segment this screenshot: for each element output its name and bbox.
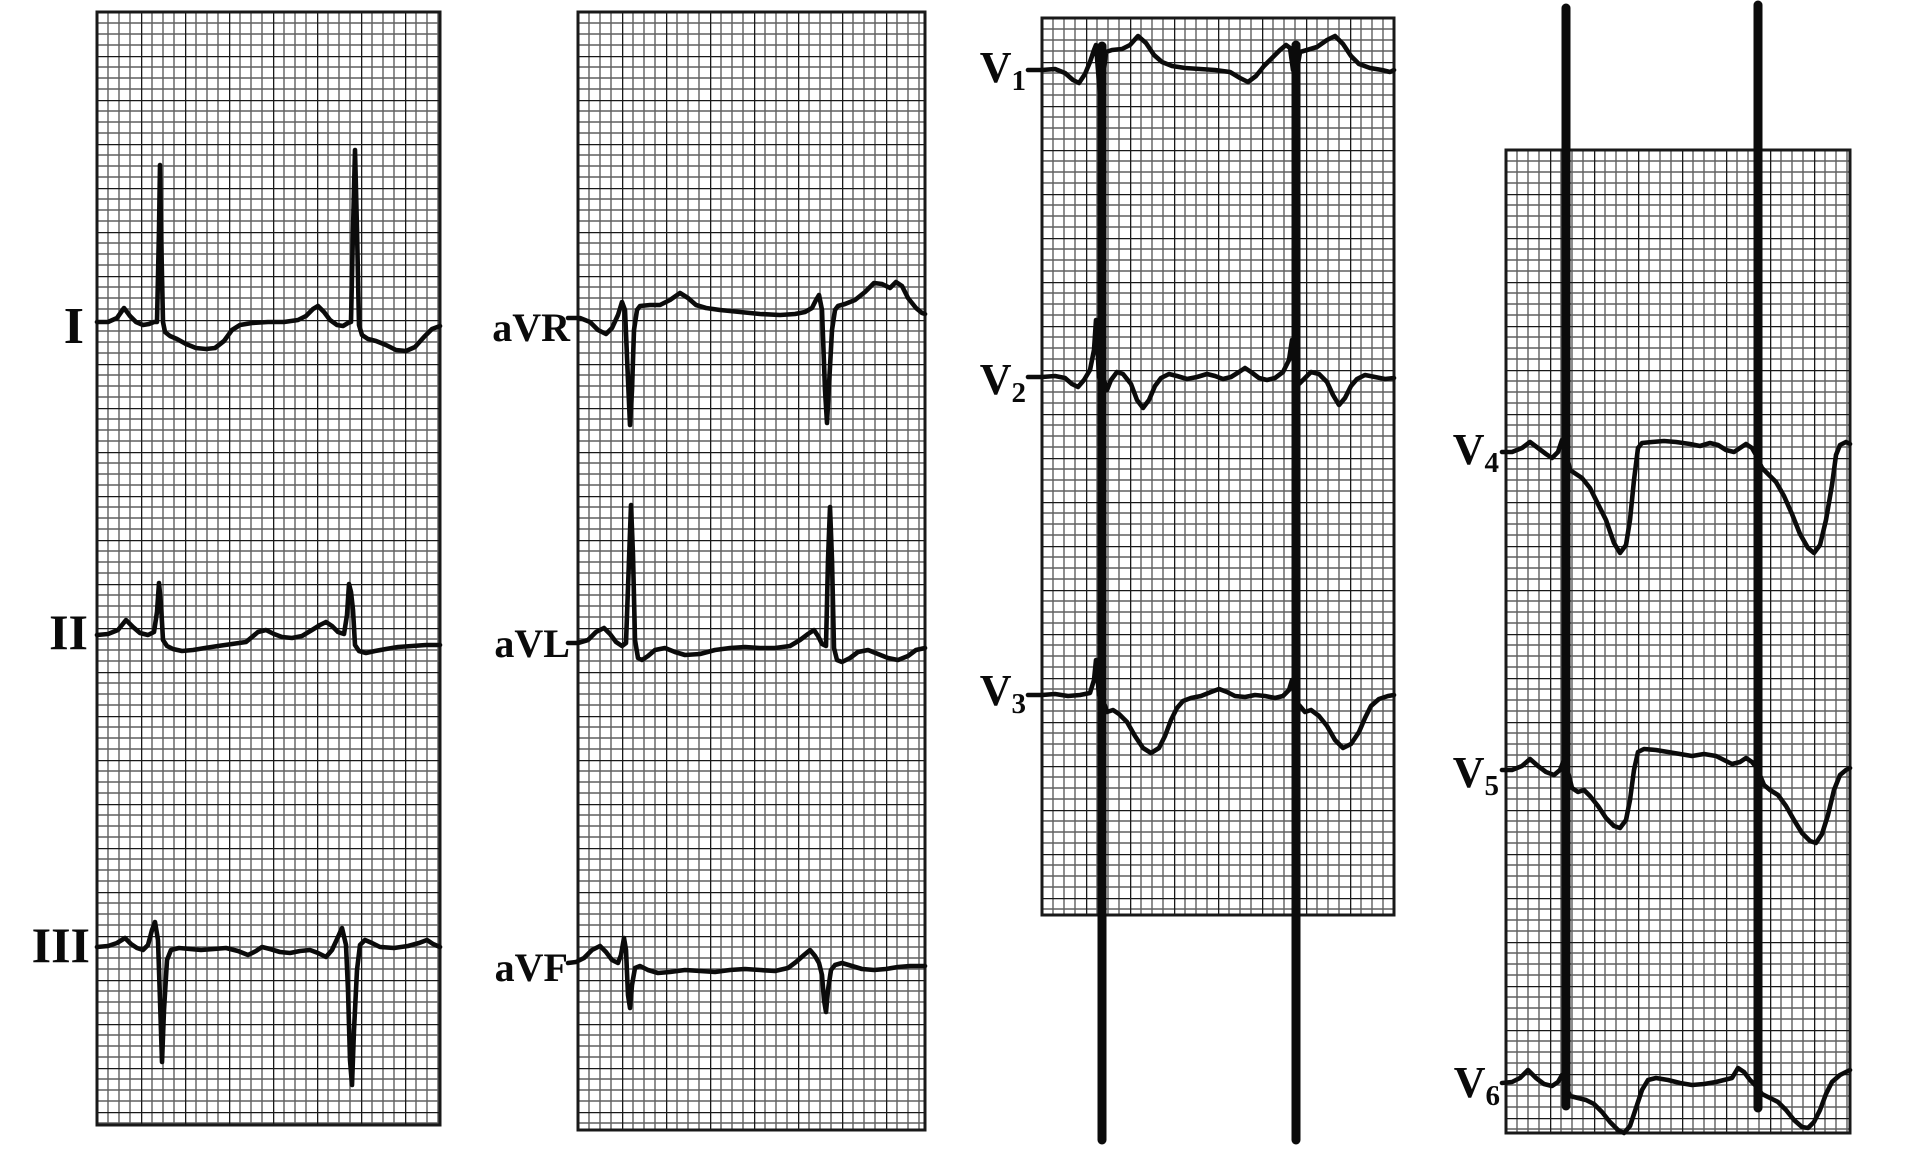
ecg-grid-panels (95, 10, 1852, 1135)
lead-label-aVL: aVL (494, 621, 570, 666)
giant-qrs-spikes (1097, 0, 1763, 1145)
trace-lead-I (94, 147, 443, 354)
trace-lead-aVL (565, 502, 928, 665)
panel-v4-v6 (1504, 148, 1852, 1135)
panel-v1-v3 (1040, 16, 1396, 917)
lead-label-V2: V2 (980, 355, 1026, 409)
lead-label-V3: V3 (980, 666, 1026, 720)
trace-lead-V1 (1025, 33, 1397, 98)
trace-lead-aVF (565, 935, 928, 1015)
trace-lead-V6 (1499, 1065, 1853, 1136)
trace-lead-V2 (1025, 317, 1397, 411)
lead-label-V1: V1 (980, 43, 1026, 97)
panel-limb-leads (95, 10, 442, 1127)
lead-label-aVR: aVR (492, 305, 571, 350)
trace-lead-aVR (565, 279, 928, 428)
lead-label-V6: V6 (1454, 1058, 1500, 1112)
trace-lead-II (94, 580, 443, 656)
lead-label-I: I (64, 298, 84, 355)
lead-label-V5: V5 (1453, 748, 1499, 802)
panel-augmented-leads (576, 10, 927, 1132)
lead-label-V4: V4 (1453, 425, 1499, 479)
lead-label-aVF: aVF (495, 945, 568, 990)
lead-label-III: III (32, 917, 90, 973)
trace-lead-III (94, 919, 443, 1088)
lead-label-II: II (49, 604, 88, 660)
